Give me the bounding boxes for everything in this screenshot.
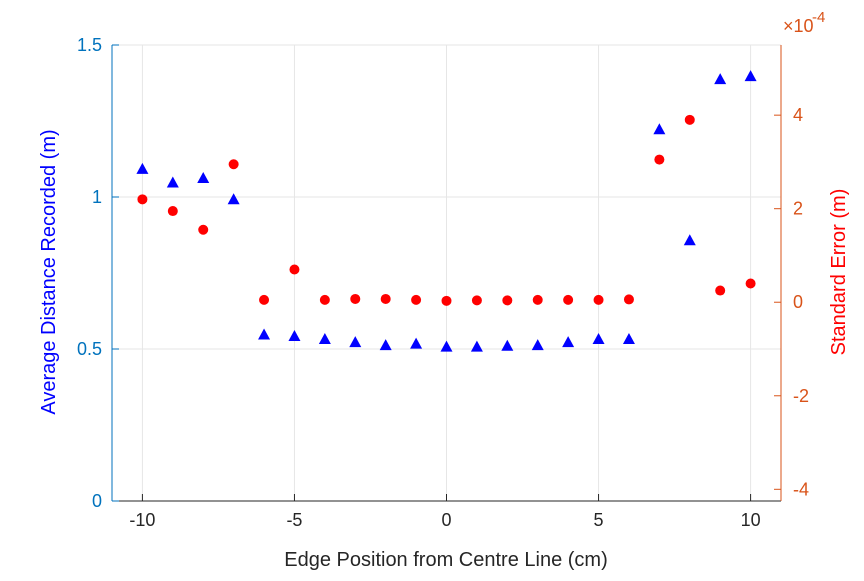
x-tick-label-2: 0 [441,510,451,530]
y-tick-label-2: 1 [92,187,102,207]
circle-point-1 [167,206,178,217]
triangle-point-6 [318,333,331,345]
triangle-point-19 [714,73,727,85]
circle-point-0 [137,194,148,205]
triangle-point-16 [622,333,635,345]
x-tick-label-4: 10 [741,510,761,530]
triangle-point-18 [683,234,696,246]
circle-point-12 [502,295,513,306]
circle-point-8 [380,293,391,304]
circle-point-5 [289,264,300,275]
triangle-point-11 [470,340,483,352]
x-axis-label: Edge Position from Centre Line (cm) [284,549,607,571]
triangle-point-13 [531,339,544,351]
x-tick-label-0: -10 [129,510,155,530]
triangle-point-10 [440,340,453,352]
circle-point-13 [532,294,543,305]
triangle-point-1 [166,176,179,188]
triangle-point-14 [562,336,575,348]
circle-point-10 [441,295,452,306]
triangle-point-7 [349,336,362,348]
y-tick-label-3: 1.5 [77,35,102,55]
triangle-point-0 [136,162,149,174]
grid-layer [112,44,781,502]
triangle-point-15 [592,333,605,345]
circle-point-20 [745,278,756,289]
triangle-point-2 [197,171,210,183]
y-axis-label: Average Distance Recorded (m) [38,129,60,414]
marks-layer [136,70,757,352]
circle-point-11 [471,295,482,306]
triangle-point-20 [744,70,757,82]
circle-point-15 [593,294,604,305]
circle-point-19 [715,285,726,296]
y2-exponent-base: ×10 [783,16,814,36]
y2-tick-label-2: 0 [793,292,803,312]
circle-point-2 [198,224,209,235]
y2-tick-label-0: -4 [793,479,809,499]
triangle-point-17 [653,123,666,135]
y-tick-label-1: 0.5 [77,339,102,359]
triangle-point-12 [501,339,514,351]
circle-point-14 [563,294,574,305]
triangle-point-9 [410,337,423,349]
y2-tick-label-4: 4 [793,105,803,125]
y2-tick-label-3: 2 [793,199,803,219]
ticks-layer: -10 -5 0 5 10 0 0.5 1 1.5 -4 -2 0 2 4 [77,35,809,530]
circle-point-18 [684,114,695,125]
circle-point-7 [350,293,361,304]
triangle-point-4 [258,328,271,340]
circle-point-9 [411,294,422,305]
y-tick-label-0: 0 [92,491,102,511]
circle-point-6 [319,294,330,305]
triangle-point-8 [379,339,392,351]
triangle-point-3 [227,193,240,205]
circle-point-3 [228,159,239,170]
y2-exponent: ×10 -4 [783,9,825,36]
x-tick-label-1: -5 [286,510,302,530]
y2-axis-label: Standard Error (m) [828,189,850,356]
x-tick-label-3: 5 [594,510,604,530]
y2-tick-label-1: -2 [793,386,809,406]
circle-point-16 [623,294,634,305]
triangle-point-5 [288,330,301,342]
y2-exponent-power: -4 [812,9,825,26]
circle-point-4 [259,294,270,305]
circle-point-17 [654,154,665,165]
